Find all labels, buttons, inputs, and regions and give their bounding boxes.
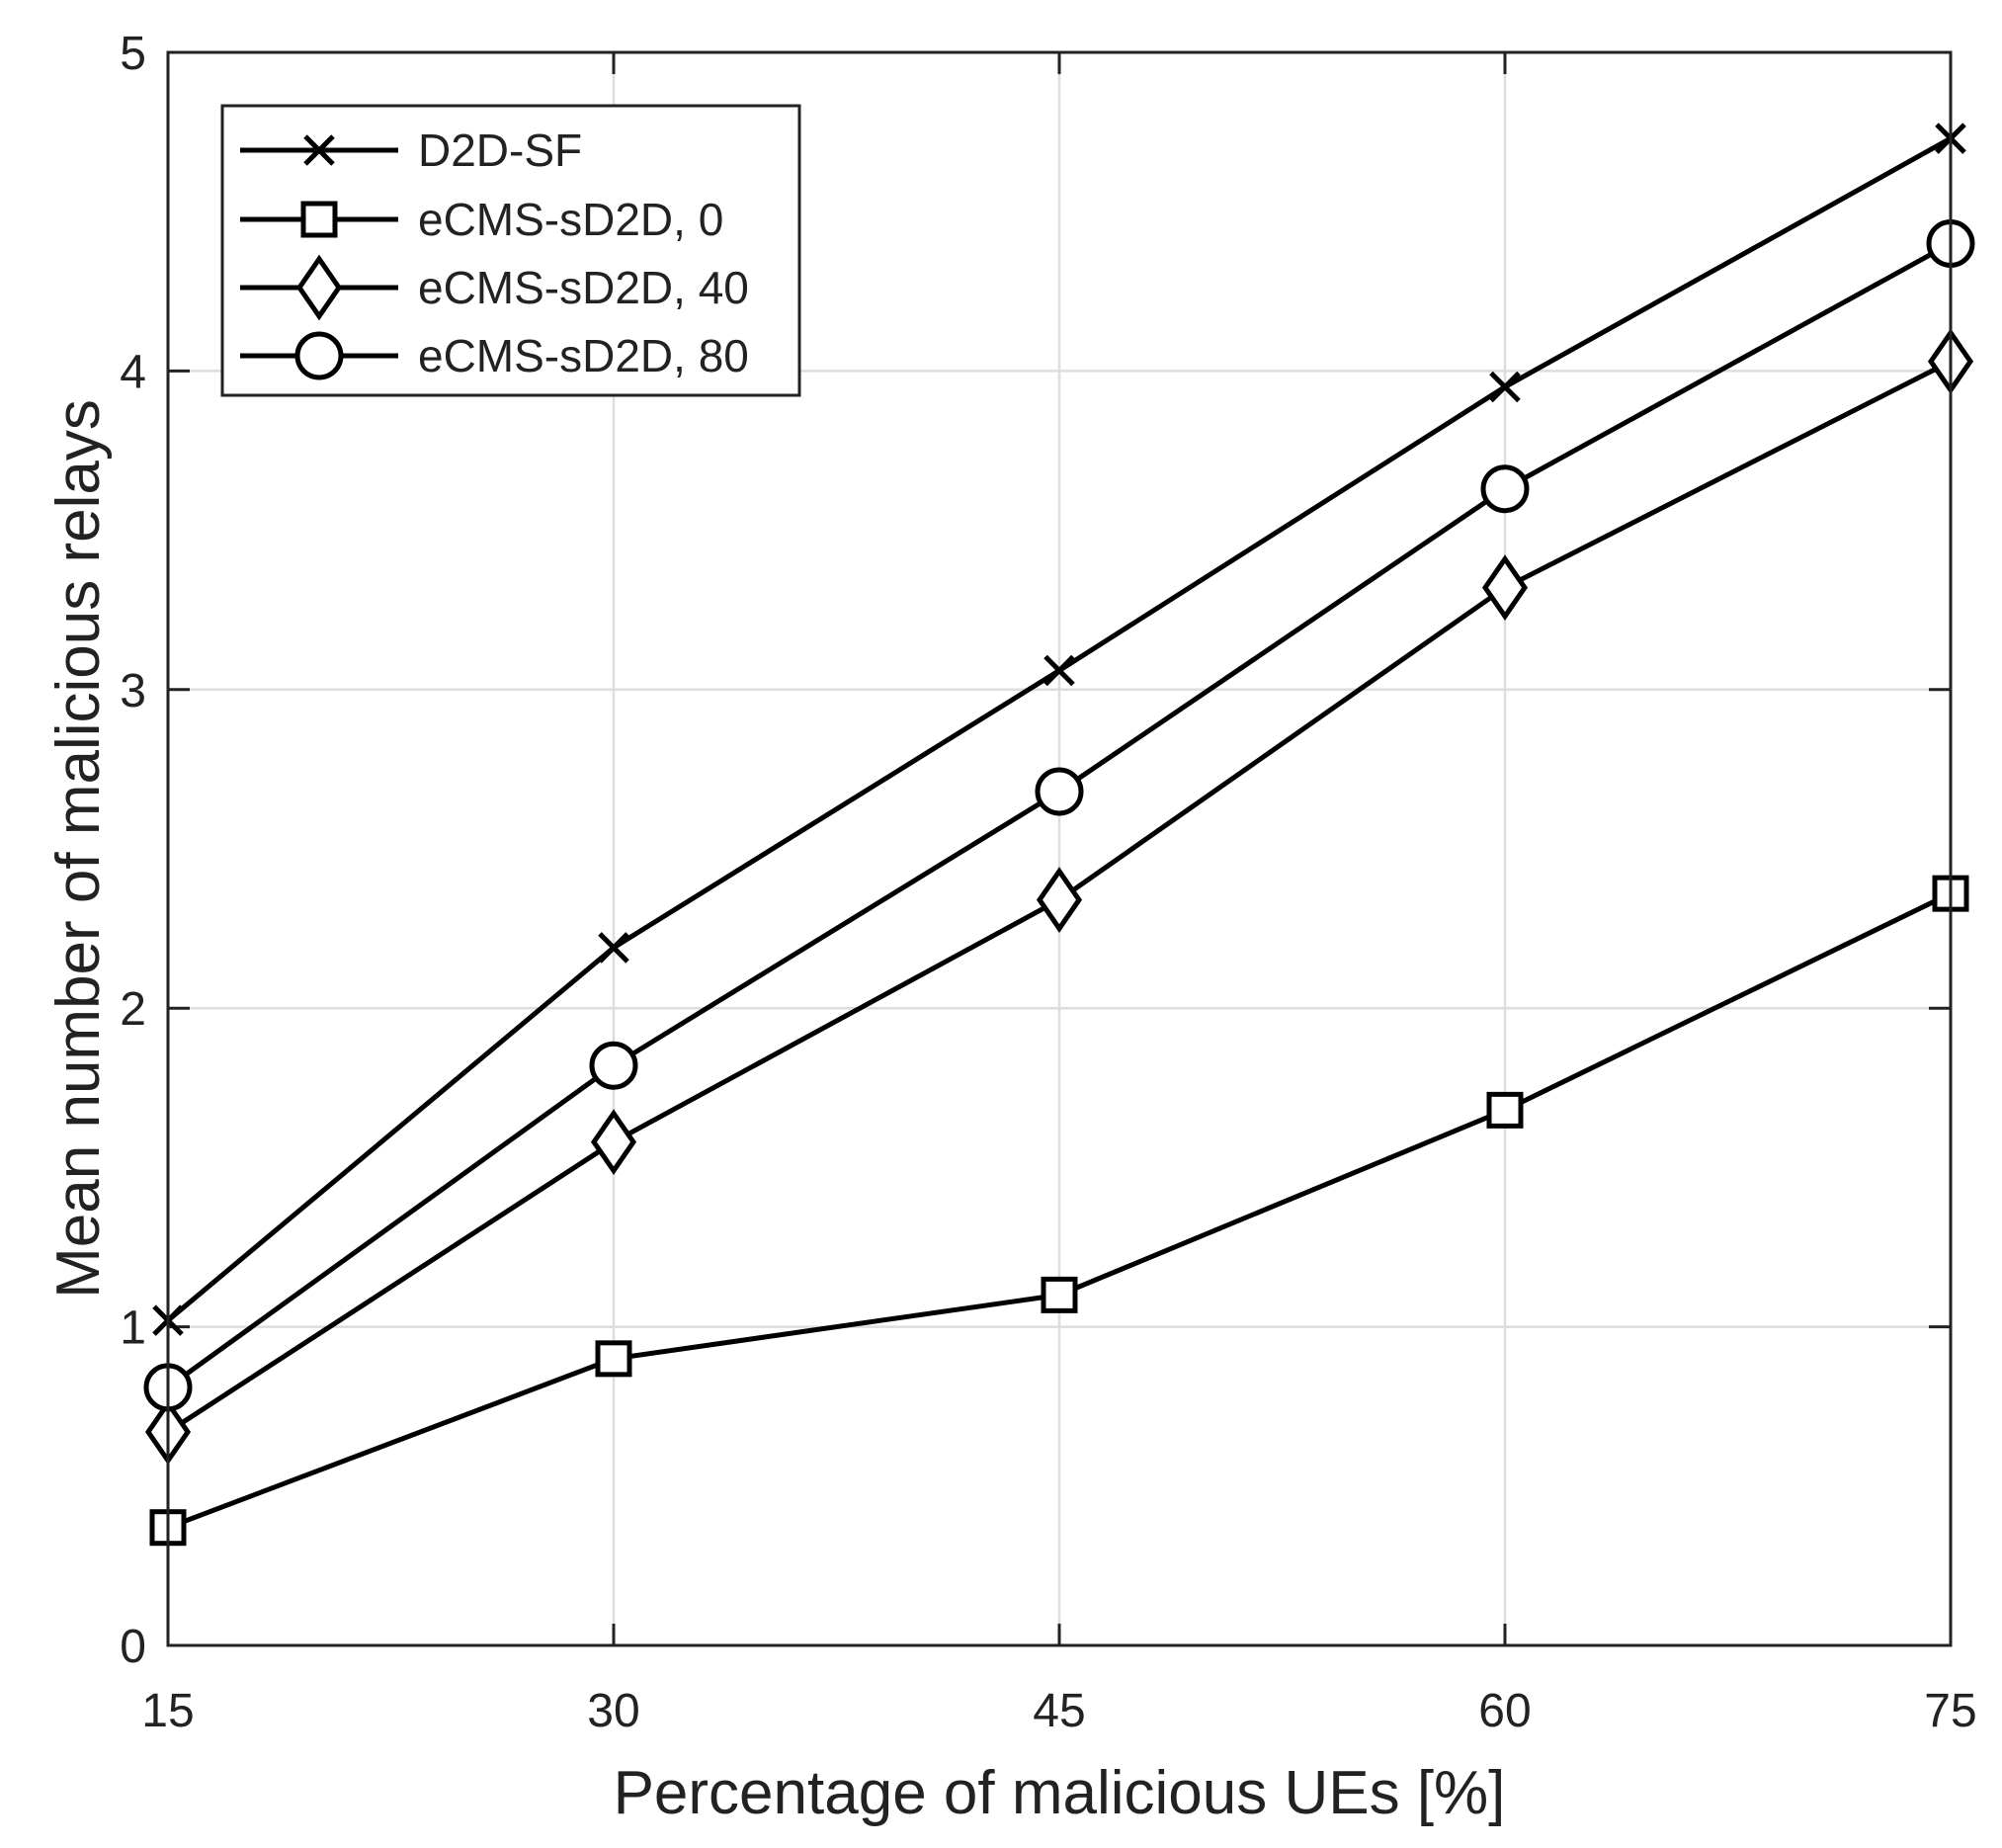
legend-entry-ecms-sd2d-0: eCMS-sD2D, 0 — [240, 194, 723, 245]
data-point-ecms-sd2d-40 — [590, 1109, 637, 1176]
legend-marker — [294, 331, 344, 380]
x-tick-label: 30 — [587, 1685, 639, 1737]
legend-entry-ecms-sd2d-40: eCMS-sD2D, 40 — [240, 254, 749, 321]
data-point-ecms-sd2d-40 — [1481, 554, 1529, 622]
legend-marker — [300, 201, 338, 238]
data-point-d2d-sf — [598, 932, 629, 964]
data-point-ecms-sd2d-80 — [1480, 464, 1530, 514]
legend-label-ecms-sd2d-0: eCMS-sD2D, 0 — [418, 194, 723, 245]
plot-frame — [166, 50, 1953, 1647]
y-tick-label: 0 — [120, 1621, 146, 1673]
legend: D2D-SF eCMS-sD2D, 0 eCMS-sD2D, 40 eCMS-s… — [220, 104, 801, 397]
marker-stroke — [598, 932, 629, 964]
legend-label-ecms-sd2d-40: eCMS-sD2D, 40 — [418, 262, 749, 313]
x-axis-label: Percentage of malicious UEs [%] — [614, 1759, 1506, 1827]
legend-marker — [303, 134, 335, 166]
legend-label-ecms-sd2d-80: eCMS-sD2D, 80 — [418, 330, 749, 381]
data-point-ecms-sd2d-80 — [589, 1041, 638, 1090]
x-tick-label: 75 — [1924, 1685, 1976, 1737]
data-point-ecms-sd2d-0 — [1041, 1276, 1078, 1313]
legend-label-d2d-sf: D2D-SF — [418, 125, 582, 176]
marker-stroke — [303, 134, 335, 166]
legend-entry-d2d-sf: D2D-SF — [240, 125, 582, 176]
data-point-ecms-sd2d-40 — [1036, 867, 1083, 933]
x-tick-label: 60 — [1478, 1685, 1531, 1737]
legend-marker — [295, 254, 343, 321]
y-tick-label: 2 — [120, 983, 146, 1036]
data-point-d2d-sf — [1043, 654, 1075, 687]
series-ecms-sd2d-0 — [149, 875, 1969, 1547]
marker-stroke — [1043, 654, 1075, 687]
y-axis-label: Mean number of malicious relays — [44, 399, 113, 1299]
data-point-d2d-sf — [1489, 371, 1521, 403]
data-point-ecms-sd2d-0 — [595, 1340, 632, 1378]
y-tick-label: 1 — [120, 1302, 146, 1355]
y-tick-label: 4 — [120, 346, 146, 398]
series-ecms-sd2d-40 — [144, 328, 1974, 1466]
legend-entry-ecms-sd2d-80: eCMS-sD2D, 80 — [240, 330, 749, 381]
x-tick-label: 45 — [1033, 1685, 1085, 1737]
data-point-ecms-sd2d-80 — [1035, 767, 1084, 816]
y-tick-label: 5 — [120, 28, 146, 80]
y-tick-label: 3 — [120, 665, 146, 717]
marker-stroke — [1489, 371, 1521, 403]
data-point-ecms-sd2d-0 — [1486, 1091, 1524, 1129]
x-tick-label: 15 — [141, 1685, 194, 1737]
